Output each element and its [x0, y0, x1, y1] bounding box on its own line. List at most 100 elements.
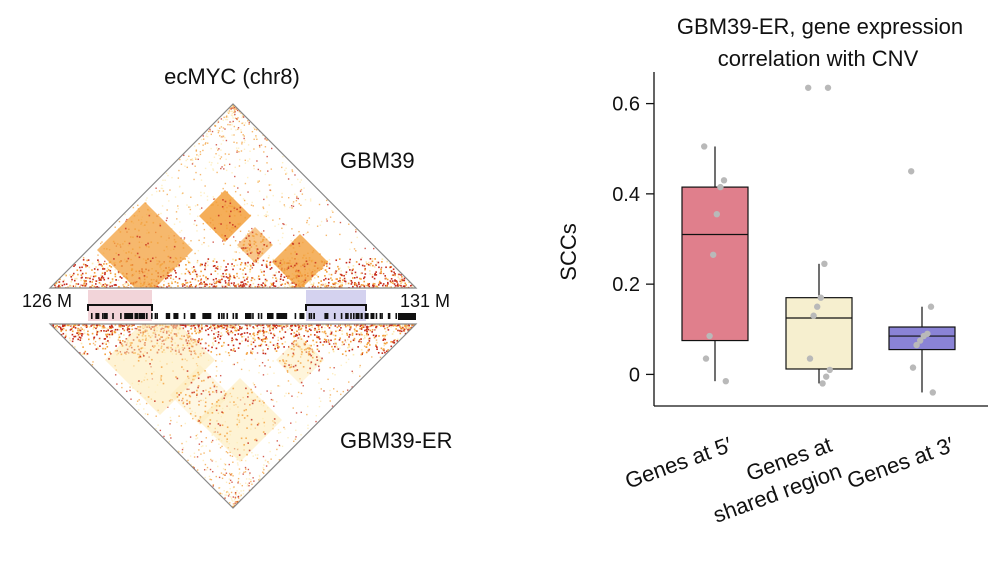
hic-pixel [376, 261, 378, 263]
hic-pixel [241, 247, 243, 250]
hic-pixel [198, 404, 200, 406]
hic-pixel [328, 351, 331, 354]
hic-pixel [280, 273, 283, 276]
hic-pixel [249, 472, 251, 474]
hic-pixel [118, 220, 121, 223]
hic-pixel [276, 278, 278, 281]
hic-pixel [131, 328, 134, 331]
hic-pixel [226, 426, 229, 429]
hic-pixel [263, 338, 266, 340]
hic-pixel [385, 330, 387, 333]
hic-pixel [338, 258, 341, 260]
hic-pixel [138, 333, 140, 336]
hic-pixel [374, 258, 376, 260]
hic-pixel [247, 243, 250, 245]
hic-pixel [203, 281, 205, 283]
hic-pixel [118, 334, 120, 336]
hic-pixel [308, 350, 310, 353]
hic-pixel [136, 400, 139, 402]
hic-pixel [176, 421, 178, 424]
hic-pixel [100, 277, 103, 280]
hic-pixel [228, 463, 230, 466]
hic-pixel [333, 367, 335, 369]
hic-pixel [347, 265, 350, 268]
hic-pixel [57, 281, 60, 283]
hic-pixel [389, 266, 392, 268]
hic-pixel [296, 178, 299, 181]
hic-pixel [257, 261, 259, 264]
hic-pixel [186, 370, 189, 372]
hic-pixel [206, 221, 209, 224]
hic-pixel [146, 276, 148, 278]
hic-pixel [233, 206, 236, 208]
hic-pixel [212, 265, 215, 268]
hic-pixel [352, 347, 354, 349]
hic-pixel [203, 283, 206, 285]
hic-pixel [73, 324, 76, 326]
hic-pixel [220, 275, 223, 277]
hic-pixel [270, 147, 273, 150]
hic-pixel [410, 324, 413, 326]
hic-pixel [339, 337, 341, 340]
hic-pixel [283, 204, 286, 206]
hic-pixel [102, 286, 105, 288]
hic-pixel [260, 284, 263, 286]
hic-pixel [194, 415, 197, 417]
hic-pixel [281, 161, 284, 164]
hic-pixel [59, 278, 61, 281]
hic-pixel [199, 283, 201, 285]
hic-pixel [258, 144, 261, 147]
hic-pixel [352, 353, 355, 356]
hic-pixel [115, 279, 117, 281]
hic-pixel [340, 283, 342, 286]
hic-pixel [305, 260, 308, 263]
hic-pixel [274, 285, 277, 288]
hic-pixel [182, 401, 185, 403]
hic-pixel [203, 325, 206, 328]
hic-pixel [349, 326, 352, 329]
hic-pixel [339, 324, 342, 327]
hic-pixel [206, 325, 209, 327]
hic-pixel [399, 278, 402, 281]
hic-pixel [62, 280, 65, 283]
hic-pixel [362, 284, 364, 286]
hic-pixel [194, 157, 197, 159]
hic-pixel [160, 263, 162, 266]
hic-pixel [109, 281, 112, 284]
hic-pixel [331, 345, 333, 348]
hic-pixel [243, 417, 246, 419]
y-axis-label: SCCs [556, 223, 581, 280]
hic-pixel [279, 325, 282, 327]
gene-mark [138, 313, 143, 319]
hic-pixel [310, 260, 313, 263]
hic-pixel [111, 280, 113, 283]
hic-pixel [200, 278, 203, 280]
hic-pixel [275, 350, 278, 352]
gene-mark [120, 313, 122, 319]
hic-pixel [204, 167, 207, 170]
hic-pixel [323, 261, 326, 263]
hic-pixel [228, 278, 231, 280]
hic-pixel [268, 204, 270, 206]
hic-pixel [134, 254, 137, 257]
hic-pixel [138, 380, 140, 382]
hic-pixel [300, 188, 303, 191]
hic-pixel [291, 184, 293, 186]
hic-pixel [243, 240, 246, 243]
hic-pixel [393, 283, 396, 285]
hic-pixel [184, 324, 186, 327]
hic-pixel [217, 341, 220, 344]
hic-pixel [400, 274, 402, 276]
gene-mark [232, 313, 235, 319]
hic-pixel [212, 325, 215, 327]
hic-pixel [168, 200, 170, 202]
hic-pixel [355, 333, 358, 336]
hic-pixel [104, 271, 106, 274]
hic-pixel [194, 273, 197, 276]
hic-pixel [179, 158, 181, 161]
hic-pixel [292, 343, 295, 346]
hic-pixel [305, 232, 308, 234]
hic-pixel [279, 280, 281, 283]
hic-pixel [400, 327, 402, 329]
hic-pixel [239, 268, 242, 270]
